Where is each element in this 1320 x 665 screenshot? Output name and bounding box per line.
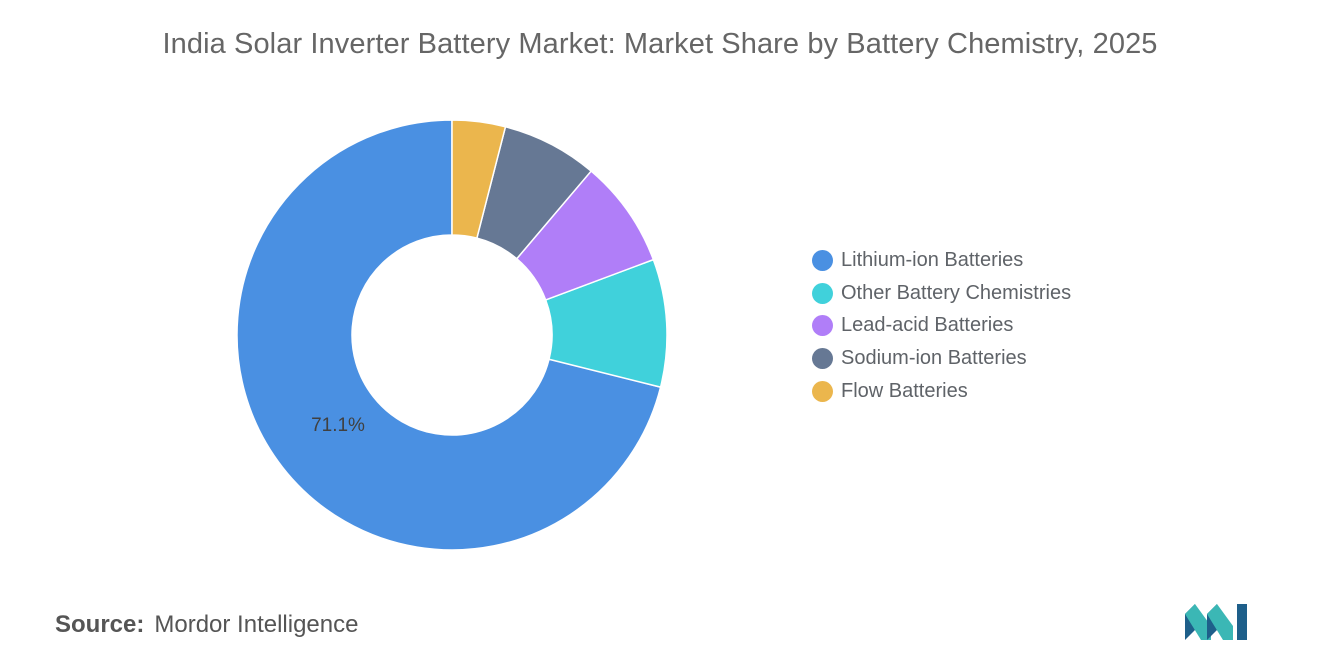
legend-label: Other Battery Chemistries (841, 281, 1072, 304)
pie-slice-sodium-ion-batteries (475, 125, 593, 260)
legend-item-lead-acid-batteries: Lead-acid Batteries (812, 309, 1071, 342)
chart-legend: Lithium-ion Batteries Other Battery Chemi… (812, 244, 1071, 407)
legend-item-sodium-ion-batteries: Sodium-ion Batteries (812, 342, 1071, 375)
legend-label: Lead-acid Batteries (841, 314, 1014, 337)
source-line: Source: Mordor Intelligence (55, 611, 358, 639)
chart-title: India Solar Inverter Battery Market: Mar… (162, 28, 1158, 60)
pie-slice-flow-batteries (451, 119, 507, 240)
legend-item-flow-batteries: Flow Batteries (812, 375, 1071, 408)
mordor-intelligence-logo-icon (1185, 604, 1247, 640)
legend-swatch (812, 315, 833, 337)
legend-item-other-battery-chemistries: Other Battery Chemistries (812, 277, 1071, 310)
pie-slice-lead-acid-batteries (515, 170, 655, 301)
legend-label: Flow Batteries (841, 379, 968, 402)
source-name: Mordor Intelligence (154, 611, 359, 638)
legend-swatch (812, 249, 833, 271)
pie-slice-lithium-ion-batteries (236, 119, 662, 551)
legend-swatch (812, 380, 833, 402)
source-label: Source: (55, 611, 145, 638)
legend-swatch (812, 347, 833, 369)
legend-label: Sodium-ion Batteries (841, 346, 1027, 369)
pie-slice-other-battery-chemistries (544, 258, 668, 389)
legend-swatch (812, 282, 833, 304)
legend-label: Lithium-ion Batteries (841, 248, 1024, 271)
data-label-lithium-ion-batteries: 71.1% (311, 415, 365, 436)
legend-item-lithium-ion-batteries: Lithium-ion Batteries (812, 244, 1071, 277)
